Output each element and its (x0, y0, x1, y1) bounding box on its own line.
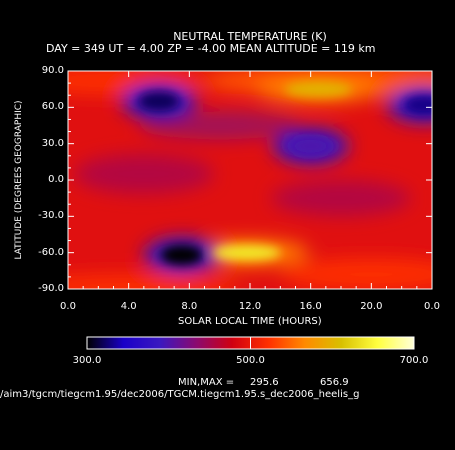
x-tick-label: 8.0 (181, 301, 198, 312)
minmax-label: MIN,MAX = (178, 377, 235, 388)
footer-file-path: /hao/aim3/tgcm/tiegcm1.95/dec2006/TGCM.t… (0, 389, 360, 400)
min-value: 295.6 (250, 377, 279, 388)
x-axis-label: SOLAR LOCAL TIME (HOURS) (178, 316, 322, 327)
chart-subtitle: DAY = 349 UT = 4.00 ZP = -4.00 MEAN ALTI… (46, 42, 376, 55)
feature-cold-5 (289, 136, 332, 156)
feature-cold-3 (138, 91, 180, 112)
equatorial-cool-region (73, 153, 214, 194)
x-tick-label: 16.0 (299, 301, 322, 312)
feature-cold-4 (403, 95, 432, 115)
y-tick-label: 60.0 (41, 101, 64, 113)
x-tick-label: 0.0 (60, 301, 76, 312)
x-tick-label: 12.0 (238, 301, 262, 312)
x-tick-label: 0.0 (424, 301, 440, 312)
south-warm-band-east (281, 258, 432, 289)
axis-ticks (67, 70, 433, 290)
southern-cool-region (271, 180, 411, 217)
feature-hot-1 (212, 244, 282, 261)
midlat-cool-region (139, 111, 300, 140)
y-tick-label: 90.0 (41, 65, 64, 76)
x-tick-label: 20.0 (360, 301, 383, 312)
colorbar-tick-label: 500.0 (236, 355, 265, 366)
feature-cold-2 (160, 245, 203, 265)
chart-title: NEUTRAL TEMPERATURE (K) (173, 30, 327, 43)
y-tick-label: -30.0 (38, 210, 64, 222)
colorbar-tick-label: 300.0 (72, 355, 102, 366)
colorbar-tick-label: 700.0 (399, 355, 429, 366)
y-axis-label: LATITUDE (DEGREES GEOGRAPHIC) (14, 100, 24, 260)
y-tick-label: 30.0 (41, 137, 64, 149)
max-value: 656.9 (320, 377, 349, 388)
y-tick-label: 0.0 (48, 174, 64, 185)
south-warm-band (68, 274, 239, 289)
temperature-field (68, 71, 432, 289)
y-tick-label: -60.0 (38, 246, 64, 258)
x-tick-label: 4.0 (120, 301, 137, 312)
y-tick-label: -90.0 (38, 283, 64, 294)
feature-hot-0 (284, 81, 353, 97)
